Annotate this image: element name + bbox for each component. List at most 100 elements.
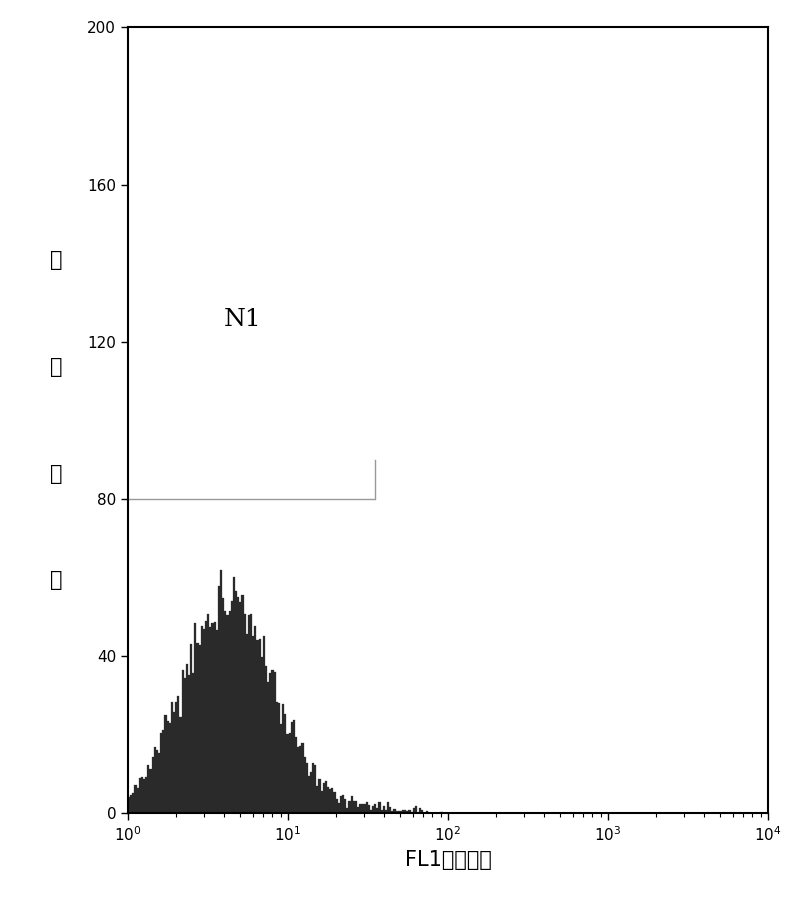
- Bar: [402, 810, 404, 813]
- Bar: [141, 777, 143, 813]
- Bar: [362, 804, 363, 813]
- Bar: [395, 811, 398, 813]
- Bar: [353, 802, 355, 813]
- Bar: [303, 757, 306, 813]
- Bar: [143, 779, 145, 813]
- Bar: [374, 804, 376, 813]
- Bar: [211, 623, 214, 813]
- Bar: [173, 712, 175, 813]
- Bar: [145, 777, 147, 813]
- Bar: [224, 611, 226, 813]
- Bar: [254, 626, 257, 813]
- Bar: [400, 811, 402, 813]
- Bar: [270, 674, 271, 813]
- Bar: [198, 645, 201, 813]
- Bar: [274, 673, 276, 813]
- Bar: [289, 734, 290, 813]
- Bar: [284, 714, 286, 813]
- Bar: [381, 810, 382, 813]
- Bar: [205, 621, 207, 813]
- Bar: [151, 757, 154, 813]
- Bar: [308, 776, 310, 813]
- Bar: [299, 746, 302, 813]
- Bar: [164, 715, 166, 813]
- Bar: [415, 806, 417, 813]
- Bar: [271, 670, 274, 813]
- Bar: [182, 670, 184, 813]
- Bar: [286, 735, 289, 813]
- Bar: [366, 802, 368, 813]
- Bar: [387, 802, 389, 813]
- Bar: [331, 788, 334, 813]
- Text: 细: 细: [50, 250, 62, 271]
- Bar: [280, 724, 282, 813]
- Bar: [410, 812, 413, 813]
- Bar: [203, 629, 205, 813]
- Bar: [391, 811, 394, 813]
- Bar: [340, 795, 342, 813]
- Bar: [233, 578, 235, 813]
- Bar: [378, 802, 381, 813]
- Bar: [132, 792, 134, 813]
- Bar: [406, 811, 408, 813]
- Bar: [413, 808, 415, 813]
- Bar: [344, 800, 346, 813]
- Bar: [302, 743, 303, 813]
- Bar: [385, 810, 387, 813]
- Bar: [336, 800, 338, 813]
- Bar: [389, 807, 391, 813]
- Bar: [250, 614, 252, 813]
- Bar: [242, 595, 243, 813]
- Bar: [156, 750, 158, 813]
- Bar: [248, 615, 250, 813]
- Bar: [128, 798, 130, 813]
- Bar: [207, 614, 210, 813]
- Bar: [166, 721, 169, 813]
- Bar: [350, 795, 353, 813]
- Bar: [229, 611, 230, 813]
- Bar: [169, 723, 171, 813]
- Bar: [372, 806, 374, 813]
- Bar: [162, 729, 164, 813]
- Bar: [220, 569, 222, 813]
- Bar: [338, 803, 340, 813]
- Bar: [346, 808, 349, 813]
- Bar: [329, 789, 331, 813]
- Bar: [359, 804, 362, 813]
- Bar: [216, 630, 218, 813]
- Text: N1: N1: [224, 308, 262, 331]
- Bar: [376, 808, 378, 813]
- Bar: [261, 657, 263, 813]
- Bar: [404, 810, 406, 813]
- Bar: [267, 682, 270, 813]
- Bar: [178, 696, 179, 813]
- Bar: [419, 808, 422, 813]
- Bar: [230, 600, 233, 813]
- Text: 胞: 胞: [50, 357, 62, 377]
- Bar: [349, 802, 350, 813]
- Bar: [394, 809, 395, 813]
- Bar: [201, 626, 203, 813]
- Bar: [138, 778, 141, 813]
- Bar: [214, 622, 216, 813]
- Bar: [258, 640, 261, 813]
- Bar: [357, 807, 359, 813]
- Bar: [194, 623, 197, 813]
- X-axis label: FL1荧光通道: FL1荧光通道: [405, 849, 491, 869]
- Bar: [235, 591, 237, 813]
- Bar: [134, 785, 137, 813]
- Bar: [310, 772, 312, 813]
- Bar: [179, 717, 182, 813]
- Bar: [282, 705, 284, 813]
- Bar: [175, 703, 178, 813]
- Bar: [327, 787, 329, 813]
- Bar: [130, 794, 132, 813]
- Bar: [239, 601, 242, 813]
- Bar: [370, 810, 372, 813]
- Bar: [252, 635, 254, 813]
- Bar: [297, 747, 299, 813]
- Bar: [318, 779, 321, 813]
- Bar: [316, 786, 318, 813]
- Bar: [197, 643, 198, 813]
- Bar: [334, 792, 336, 813]
